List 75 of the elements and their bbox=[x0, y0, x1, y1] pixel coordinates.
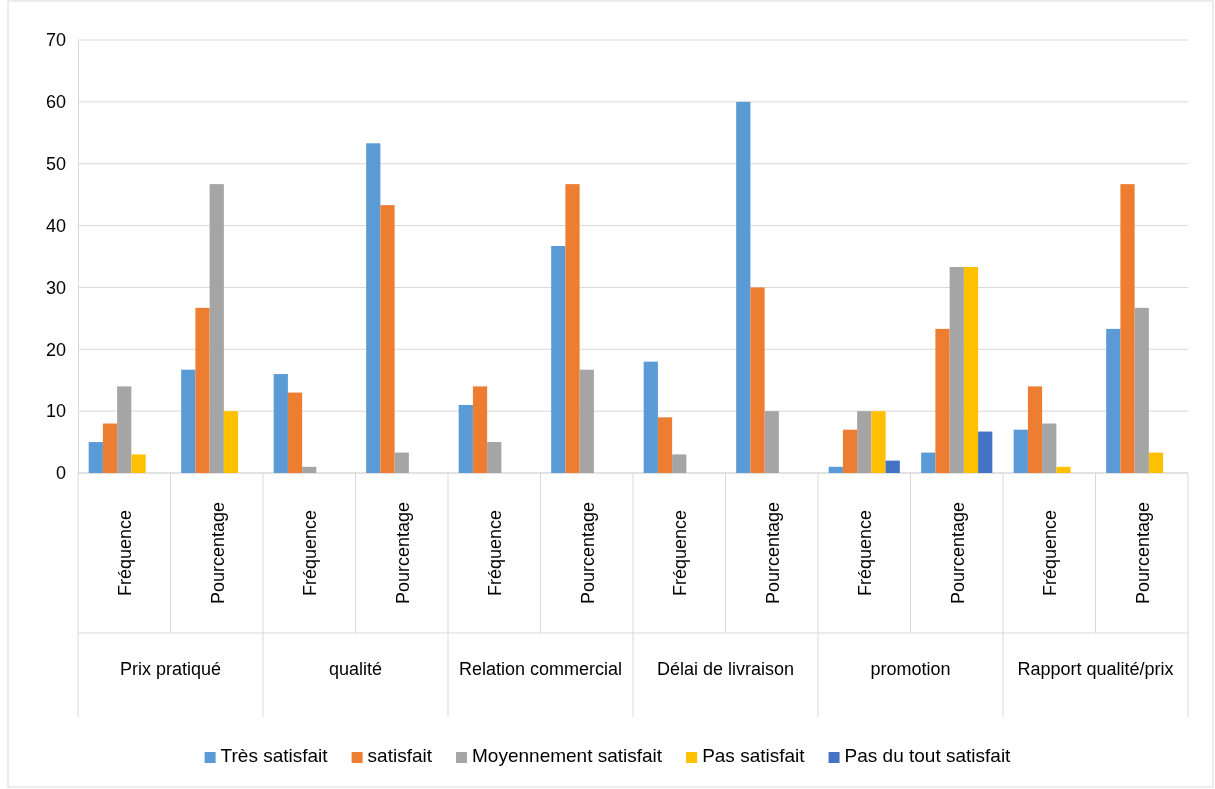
text: Rapport qualité/prix bbox=[1017, 659, 1174, 679]
y-tick-label: 50 bbox=[45, 153, 66, 174]
text: qualité bbox=[328, 659, 383, 679]
x-tick-label: Fréquence bbox=[670, 509, 691, 597]
y-tick-label: 70 bbox=[45, 30, 66, 51]
bar bbox=[209, 184, 224, 473]
x-tick-label: Pourcentage bbox=[762, 501, 783, 605]
bar bbox=[302, 466, 317, 473]
bar bbox=[657, 417, 673, 473]
x-tick-label: Pourcentage bbox=[947, 501, 968, 605]
legend-label: Pas du tout satisfait bbox=[844, 745, 1012, 766]
bar bbox=[1134, 307, 1149, 473]
bar bbox=[935, 328, 950, 473]
bar bbox=[978, 431, 993, 473]
bar bbox=[1120, 184, 1135, 473]
bar bbox=[736, 101, 751, 473]
bar bbox=[1056, 466, 1071, 473]
bar bbox=[1013, 429, 1028, 473]
legend-label: Pas satisfait bbox=[702, 745, 806, 766]
bar bbox=[828, 466, 843, 473]
y-tick-label: 40 bbox=[45, 215, 66, 236]
bar bbox=[102, 423, 118, 473]
bar bbox=[885, 460, 900, 473]
bar bbox=[949, 267, 964, 473]
x-tick-label: Fréquence bbox=[855, 509, 876, 597]
bar bbox=[672, 454, 687, 473]
bar bbox=[643, 361, 658, 473]
text: Prix pratiqué bbox=[119, 659, 222, 679]
bar bbox=[1148, 452, 1164, 473]
bar bbox=[921, 452, 936, 473]
bar bbox=[131, 454, 146, 473]
text: Délai de livraison bbox=[656, 659, 795, 679]
y-tick-label: 20 bbox=[45, 339, 66, 360]
bar bbox=[380, 205, 395, 473]
bar bbox=[842, 429, 858, 473]
bar bbox=[551, 245, 566, 473]
bar bbox=[579, 369, 594, 473]
bar bbox=[565, 184, 580, 473]
bar bbox=[223, 411, 239, 473]
bar bbox=[1042, 423, 1057, 473]
legend-label: Très satisfait bbox=[220, 745, 329, 766]
bar bbox=[458, 404, 473, 473]
legend-label: Moyennement satisfait bbox=[472, 745, 663, 766]
bar bbox=[764, 411, 779, 473]
bar bbox=[472, 386, 488, 473]
bar bbox=[181, 369, 196, 473]
bar bbox=[963, 267, 979, 473]
bar bbox=[195, 307, 210, 473]
bar bbox=[1027, 386, 1043, 473]
bar bbox=[117, 386, 132, 473]
x-tick-label: Pourcentage bbox=[392, 501, 413, 605]
bar bbox=[88, 442, 103, 473]
bar bbox=[487, 442, 502, 473]
legend-label: satisfait bbox=[367, 745, 433, 766]
bar bbox=[394, 452, 409, 473]
bar bbox=[273, 374, 288, 473]
y-tick-label: 60 bbox=[45, 92, 66, 113]
x-tick-label: Fréquence bbox=[115, 509, 136, 597]
bar bbox=[1106, 328, 1121, 473]
bar bbox=[750, 287, 765, 473]
y-tick-label: 10 bbox=[45, 401, 66, 422]
x-tick-label: Fréquence bbox=[485, 509, 506, 597]
x-tick-label: Pourcentage bbox=[207, 501, 228, 605]
y-tick-label: 30 bbox=[45, 277, 66, 298]
bar bbox=[871, 411, 886, 473]
x-tick-label: Fréquence bbox=[300, 509, 321, 597]
x-tick-label: Fréquence bbox=[1040, 509, 1061, 597]
text: promotion bbox=[870, 659, 951, 679]
text: Relation commercial bbox=[458, 659, 623, 679]
bar bbox=[857, 411, 872, 473]
y-tick-label: 0 bbox=[55, 463, 66, 484]
x-tick-label: Pourcentage bbox=[1132, 501, 1153, 605]
bar bbox=[366, 143, 381, 473]
bar bbox=[287, 392, 303, 473]
x-tick-label: Pourcentage bbox=[577, 501, 598, 605]
